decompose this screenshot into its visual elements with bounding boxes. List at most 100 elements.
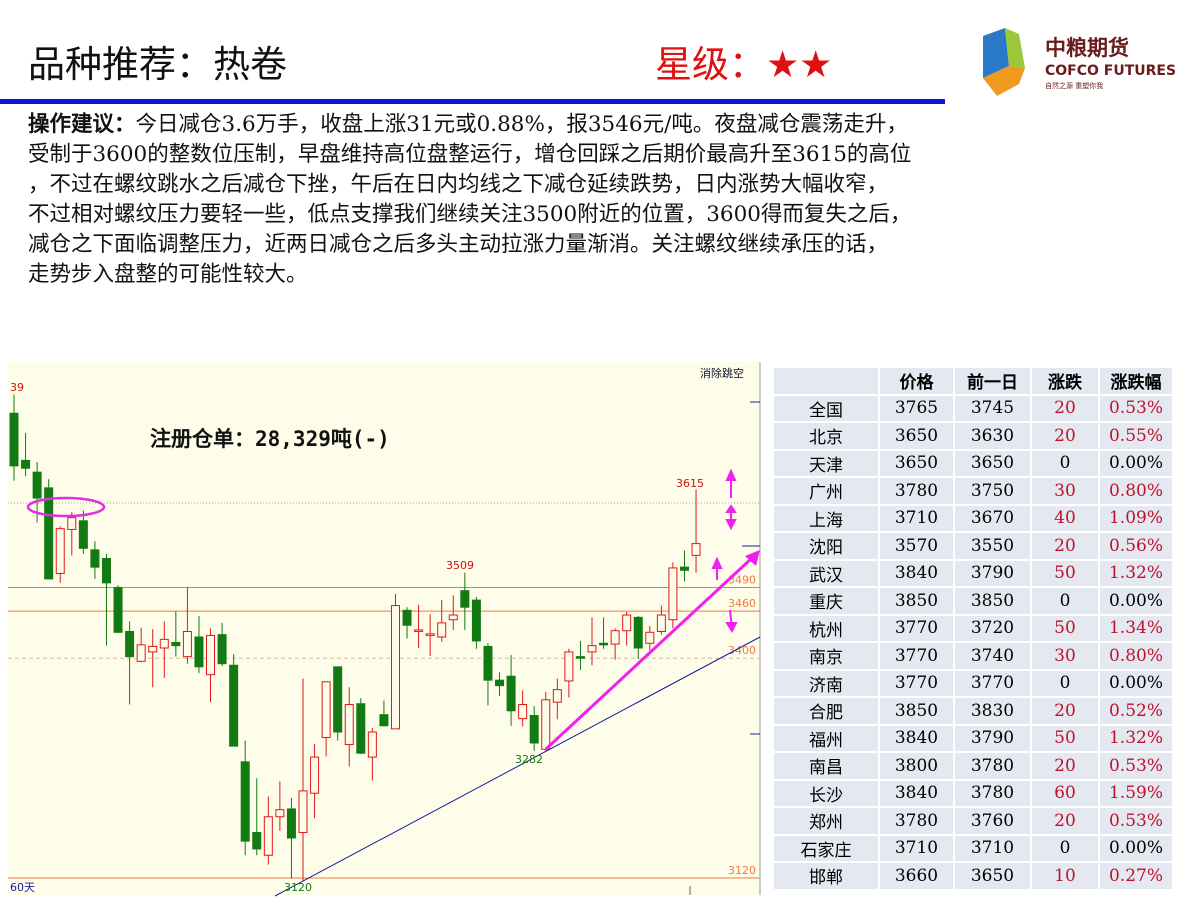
change-pct-cell: 1.09% xyxy=(1100,505,1172,531)
candle xyxy=(240,740,250,856)
prev-price-cell: 3790 xyxy=(955,725,1030,751)
price-cell: 3650 xyxy=(880,450,953,476)
change-cell: 0 xyxy=(1032,835,1098,861)
city-cell: 福州 xyxy=(774,725,878,751)
prev-price-cell: 3830 xyxy=(955,698,1030,724)
candle xyxy=(344,687,354,767)
candlestick-chart: 3490 3460 3400 3120 39 消除跳空 注册仓单：28,329吨(-)… xyxy=(8,362,761,897)
candle xyxy=(471,596,481,649)
price-cell: 3710 xyxy=(880,835,953,861)
candle xyxy=(460,572,470,630)
column-header xyxy=(774,368,878,394)
prev-price-cell: 3720 xyxy=(955,615,1030,641)
candle xyxy=(379,700,389,727)
candle xyxy=(691,489,701,573)
candle xyxy=(633,615,643,659)
city-cell: 武汉 xyxy=(774,560,878,586)
candle-body xyxy=(252,831,262,850)
candle xyxy=(229,654,239,747)
candle xyxy=(148,629,158,688)
candle-body xyxy=(610,630,620,645)
change-cell: 0 xyxy=(1032,450,1098,476)
gap-removal-button[interactable]: 消除跳空 xyxy=(700,366,744,380)
candle xyxy=(610,628,620,660)
candle xyxy=(564,648,574,698)
candle-body xyxy=(483,645,493,681)
candle xyxy=(286,797,296,879)
level-label-3490: 3490 xyxy=(728,574,756,587)
page-title: 品种推荐：热卷 xyxy=(28,43,287,86)
table-header-row: 价格 前一日 涨跌 涨跌幅 xyxy=(774,368,1172,394)
prev-price-cell: 3650 xyxy=(955,863,1030,889)
advice-line: ，不过在螺纹跳水之后减仓下挫，午后在日内均线之下减仓延续跌势，日内涨势大幅收窄， xyxy=(28,172,889,197)
table-row: 武汉 3840 3790 50 1.32% xyxy=(774,560,1172,586)
city-cell: 全国 xyxy=(774,395,878,421)
candle-body xyxy=(263,816,273,856)
cofco-logo: 中粮期货 COFCO FUTURES 自然之源 重塑你我 xyxy=(983,28,1175,96)
bottom-low-label: 3120 xyxy=(284,881,312,894)
price-cell: 3840 xyxy=(880,780,953,806)
table-row: 沈阳 3570 3550 20 0.56% xyxy=(774,533,1172,559)
direction-arrows xyxy=(711,468,738,634)
table-row: 石家庄 3710 3710 0 0.00% xyxy=(774,835,1172,861)
table-row: 邯郸 3660 3650 10 0.27% xyxy=(774,863,1172,889)
candle xyxy=(298,678,308,881)
change-cell: 20 xyxy=(1032,753,1098,779)
change-pct-cell: 0.53% xyxy=(1100,753,1172,779)
table-row: 天津 3650 3650 0 0.00% xyxy=(774,450,1172,476)
change-cell: 20 xyxy=(1032,808,1098,834)
candle xyxy=(44,479,54,580)
city-cell: 长沙 xyxy=(774,780,878,806)
axis-ticks xyxy=(742,401,760,735)
candle xyxy=(159,621,169,678)
rating-label: 星级： xyxy=(655,43,766,86)
price-cell: 3765 xyxy=(880,395,953,421)
price-cell: 3800 xyxy=(880,753,953,779)
price-cell: 3770 xyxy=(880,670,953,696)
highlight-ellipse xyxy=(26,496,106,518)
advice-paragraph: 操作建议：今日减仓3.6万手，收盘上涨31元或0.88%，报3546元/吨。夜盘… xyxy=(28,110,1198,290)
candle xyxy=(67,512,77,556)
logo-cube-green xyxy=(1005,28,1025,68)
candle-body xyxy=(645,631,655,644)
city-cell: 北京 xyxy=(774,423,878,449)
candle xyxy=(587,617,597,666)
logo-cube-orange xyxy=(983,66,1025,96)
city-cell: 上海 xyxy=(774,505,878,531)
candle xyxy=(194,615,204,674)
candle-body xyxy=(136,644,146,662)
candle-body xyxy=(171,642,181,647)
candle xyxy=(529,706,539,751)
prev-price-cell: 3670 xyxy=(955,505,1030,531)
table-row: 南昌 3800 3780 20 0.53% xyxy=(774,753,1172,779)
change-pct-cell: 0.27% xyxy=(1100,863,1172,889)
candle-body xyxy=(217,634,227,665)
change-pct-cell: 0.80% xyxy=(1100,478,1172,504)
candle-body xyxy=(633,616,643,649)
candle xyxy=(55,526,65,583)
candle xyxy=(90,541,100,579)
candle-body xyxy=(564,651,574,682)
candle-body xyxy=(622,614,632,632)
candle-body xyxy=(495,679,505,687)
candle-body xyxy=(182,631,192,658)
candle-body xyxy=(159,638,169,649)
change-cell: 50 xyxy=(1032,560,1098,586)
candle-body xyxy=(414,629,424,632)
city-cell: 郑州 xyxy=(774,808,878,834)
change-pct-cell: 1.32% xyxy=(1100,560,1172,586)
mid-high-label: 3509 xyxy=(446,559,474,572)
price-cell: 3840 xyxy=(880,560,953,586)
candle xyxy=(495,672,505,696)
change-cell: 20 xyxy=(1032,533,1098,559)
prev-price-cell: 3710 xyxy=(955,835,1030,861)
candle xyxy=(425,614,435,656)
candle xyxy=(506,655,516,726)
change-cell: 50 xyxy=(1032,615,1098,641)
candle-body xyxy=(679,566,689,571)
table-row: 北京 3650 3630 20 0.55% xyxy=(774,423,1172,449)
candle-body xyxy=(206,634,216,676)
prev-price-cell: 3745 xyxy=(955,395,1030,421)
city-cell: 石家庄 xyxy=(774,835,878,861)
table-row: 南京 3770 3740 30 0.80% xyxy=(774,643,1172,669)
